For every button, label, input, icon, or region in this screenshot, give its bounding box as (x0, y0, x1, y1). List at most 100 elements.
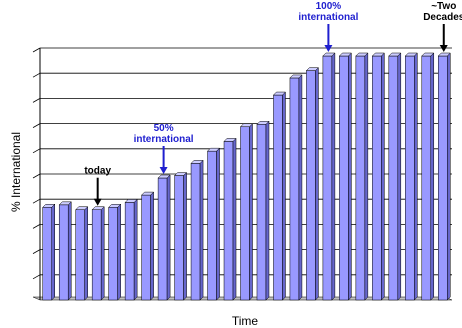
bar-front (322, 55, 333, 301)
bar-side (150, 191, 154, 301)
annotation: 100%international (298, 1, 359, 52)
annotation-arrowhead (159, 167, 168, 174)
bar-front (223, 141, 234, 301)
bar-front (91, 209, 102, 301)
bars (42, 52, 451, 301)
bar-front (355, 55, 366, 301)
bar (42, 203, 56, 301)
bar-top (42, 204, 56, 208)
bar-front (58, 204, 69, 301)
bar-top (141, 191, 155, 196)
bar (108, 203, 122, 301)
bar-top (124, 199, 138, 203)
annotation-text: Decades (423, 12, 462, 23)
bar-top (421, 52, 435, 57)
gridline-tick (32, 47, 41, 53)
bar-side (117, 203, 121, 301)
bar-top (91, 206, 105, 210)
bar-top (108, 204, 122, 208)
bar-front (388, 55, 399, 301)
bar (141, 191, 155, 301)
bar (91, 206, 105, 301)
gridline-tick (32, 98, 41, 103)
bar (190, 159, 204, 301)
bar (305, 67, 320, 301)
bar-front (174, 175, 184, 301)
annotation-text: 50% (154, 123, 174, 134)
bar-top (322, 52, 336, 57)
bar-side (331, 52, 336, 301)
bar-front (405, 55, 415, 301)
bar-front (438, 55, 448, 301)
gridline-tick (32, 173, 41, 179)
bar-side (414, 52, 418, 301)
annotations: today50%international100%international~T… (84, 1, 462, 206)
bar-top (190, 160, 204, 164)
gridline-tick (32, 274, 41, 280)
bar (421, 52, 435, 301)
bar-side (298, 74, 303, 301)
annotation-text: international (298, 12, 358, 23)
bar-top (157, 174, 171, 179)
gridline-tick (32, 148, 41, 154)
bar-side (265, 120, 270, 301)
annotation-text: today (84, 166, 111, 177)
bar-side (51, 203, 55, 301)
bar-top (256, 121, 270, 125)
bar-side (216, 147, 220, 301)
annotation-text: international (134, 134, 194, 145)
bar-side (84, 206, 88, 301)
bar-top (289, 74, 303, 79)
bar-side (364, 52, 369, 301)
bar-side (282, 91, 286, 301)
annotation-arrowhead (93, 198, 102, 206)
gridline-tick (32, 123, 41, 128)
bar (157, 174, 171, 301)
gridline-tick (32, 72, 41, 78)
annotation-text: ~Two (431, 1, 456, 12)
bar-side (315, 67, 319, 301)
bar-side (430, 52, 435, 301)
gridline-tick (32, 198, 41, 204)
bar-top (404, 52, 418, 57)
bar (239, 123, 254, 301)
bar-front (141, 194, 151, 301)
bar (404, 52, 418, 301)
bar-top (437, 52, 451, 57)
bar-side (348, 52, 352, 301)
bar-top (173, 172, 188, 176)
bar (272, 91, 287, 301)
bar-side (381, 52, 385, 301)
bar-front (273, 94, 283, 301)
bar (289, 74, 303, 301)
bar (173, 171, 188, 301)
annotation: 50%international (134, 123, 194, 174)
bar-front (240, 126, 250, 301)
bar-top (371, 52, 385, 57)
bar (124, 198, 138, 301)
annotation-arrowhead (324, 45, 333, 52)
bar-top (206, 147, 221, 152)
gridline-tick (32, 224, 41, 229)
bar-top (305, 67, 320, 71)
bar (223, 137, 237, 301)
bar (388, 52, 402, 301)
bar-side (183, 171, 187, 301)
annotation-arrowhead (439, 45, 448, 52)
bar-front (421, 55, 432, 301)
bar (437, 52, 451, 301)
bar-top (272, 91, 287, 96)
bar-side (249, 123, 253, 301)
bar (58, 201, 72, 301)
bar-side (133, 198, 138, 301)
bar-front (207, 150, 217, 301)
bar (206, 147, 221, 301)
annotation: today (84, 166, 111, 206)
bar-top (338, 52, 352, 57)
bar (338, 52, 352, 301)
bar-front (190, 163, 201, 301)
bar-side (67, 201, 72, 301)
bar-top (239, 123, 254, 128)
